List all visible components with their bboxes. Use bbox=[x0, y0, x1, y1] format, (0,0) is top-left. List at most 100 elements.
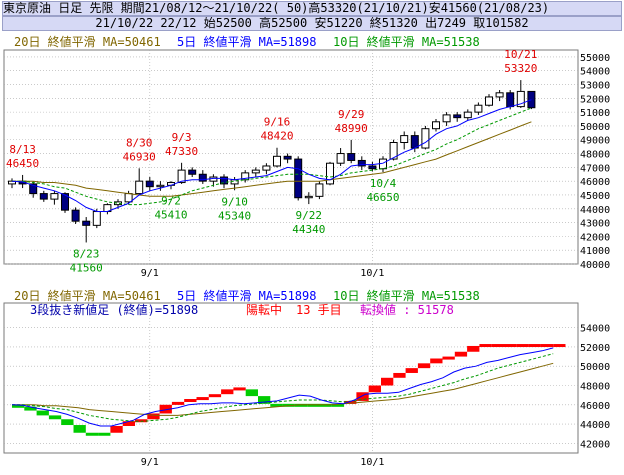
candle-body bbox=[389, 142, 398, 160]
candle-body bbox=[283, 155, 292, 160]
new-value-brick bbox=[184, 399, 197, 402]
candle bbox=[71, 207, 80, 224]
candle bbox=[8, 178, 16, 189]
low-value-label: 41560 bbox=[70, 261, 103, 274]
x-tick-label-lower: 9/1 bbox=[141, 457, 159, 468]
candle bbox=[82, 217, 91, 243]
candle bbox=[442, 112, 451, 126]
candle-body bbox=[273, 155, 281, 167]
new-value-brick bbox=[467, 345, 480, 352]
low-value-label: 45340 bbox=[218, 209, 251, 222]
candle-body bbox=[71, 209, 80, 222]
new-value-brick bbox=[553, 344, 566, 348]
candle bbox=[304, 192, 313, 205]
high-date-label: 8/13 bbox=[9, 143, 36, 156]
y-tick-label: 52000 bbox=[580, 94, 610, 105]
new-value-brick bbox=[430, 358, 443, 364]
new-value-brick bbox=[528, 344, 541, 348]
candle-body bbox=[357, 159, 366, 167]
new-value-brick bbox=[344, 400, 357, 404]
candle bbox=[527, 90, 536, 110]
new-value-brick bbox=[540, 344, 554, 348]
ma20-line-lower bbox=[12, 362, 554, 416]
low-date-label: 9/10 bbox=[221, 195, 248, 208]
candle bbox=[241, 170, 250, 183]
new-value-brick bbox=[245, 389, 258, 397]
candle bbox=[357, 156, 366, 171]
high-value-label: 46930 bbox=[123, 150, 156, 163]
candle bbox=[485, 94, 493, 107]
legend-ma10-lower: 10日 終値平滑 MA=51538 bbox=[333, 288, 480, 303]
candle bbox=[251, 167, 260, 178]
ma5-line bbox=[11, 99, 532, 212]
candle-body bbox=[410, 135, 419, 149]
y-tick-label: 40000 bbox=[580, 260, 610, 271]
candle bbox=[273, 147, 281, 168]
new-value-brick bbox=[479, 344, 492, 348]
candle-body bbox=[61, 193, 69, 211]
candle bbox=[50, 190, 59, 205]
ma10-line-lower bbox=[12, 353, 554, 422]
new-value-brick bbox=[147, 413, 160, 420]
chart-title-bar: 東京原油 日足 先限 期間21/08/12～21/10/22( 50)高5332… bbox=[2, 1, 622, 16]
high-date-label: 9/16 bbox=[264, 116, 291, 129]
candle bbox=[315, 181, 324, 200]
candle-body bbox=[506, 92, 515, 108]
new-value-brick bbox=[171, 401, 185, 405]
candle-plot-frame bbox=[3, 49, 579, 265]
candle bbox=[188, 167, 197, 178]
candle bbox=[347, 139, 356, 164]
new-value-brick bbox=[48, 415, 62, 420]
y-tick-label: 54000 bbox=[580, 67, 610, 78]
candle bbox=[463, 109, 472, 121]
candle-body bbox=[188, 169, 197, 175]
candle-body bbox=[368, 165, 377, 170]
candle-body bbox=[135, 180, 144, 195]
candle bbox=[39, 190, 48, 202]
new-value-brick bbox=[12, 404, 25, 408]
new-value-brick bbox=[24, 406, 37, 411]
candle-body bbox=[124, 193, 133, 203]
x-tick-label: 10/1 bbox=[360, 268, 384, 279]
y-tick-label: 50000 bbox=[580, 122, 610, 133]
low-date-label: 9/2 bbox=[161, 194, 181, 207]
candle-body bbox=[527, 90, 536, 109]
y-tick-label: 53000 bbox=[580, 81, 610, 92]
candle bbox=[103, 203, 112, 215]
y-tick-label: 42000 bbox=[580, 232, 610, 243]
candle-body bbox=[241, 172, 250, 181]
new-value-brick bbox=[417, 363, 431, 369]
candle-body bbox=[304, 195, 313, 199]
new-value-brick bbox=[393, 372, 406, 378]
new-value-brick bbox=[319, 403, 332, 407]
candle-body bbox=[145, 180, 154, 188]
candle-body bbox=[400, 135, 409, 144]
candle bbox=[389, 139, 398, 161]
candlestick-panel: 8/13464508/30469309/3473309/16484209/294… bbox=[3, 34, 610, 279]
candle-body bbox=[495, 92, 504, 98]
legend-ma20-lower: 20日 終値平滑 MA=50461 bbox=[14, 288, 161, 303]
newvalue-close-info: 3段抜き新値足 (終値)=51898 bbox=[30, 302, 198, 317]
candle-body bbox=[453, 114, 462, 119]
candle-body bbox=[198, 173, 207, 182]
y-tick-label: 49000 bbox=[580, 136, 610, 147]
ma5-line-lower bbox=[11, 347, 554, 427]
candle bbox=[177, 162, 186, 184]
candle-body bbox=[29, 183, 38, 195]
low-value-label: 46650 bbox=[366, 191, 399, 204]
high-date-label: 9/3 bbox=[172, 131, 192, 144]
candle-body bbox=[432, 121, 440, 130]
candle bbox=[474, 102, 483, 115]
candle-body bbox=[50, 193, 59, 200]
new-value-brick bbox=[442, 356, 455, 360]
candle bbox=[336, 148, 345, 166]
new-value-brick bbox=[368, 385, 381, 393]
legend-ma10: 10日 終値平滑 MA=51538 bbox=[333, 34, 480, 49]
legend-ma5: 5日 終値平滑 MA=51898 bbox=[177, 34, 316, 49]
candle-body bbox=[336, 153, 345, 164]
new-value-brick bbox=[331, 403, 345, 407]
new-value-brick bbox=[504, 344, 517, 348]
y-tick-label-lower: 50000 bbox=[580, 362, 610, 373]
new-value-brick bbox=[405, 368, 418, 373]
new-value-brick bbox=[454, 351, 468, 357]
